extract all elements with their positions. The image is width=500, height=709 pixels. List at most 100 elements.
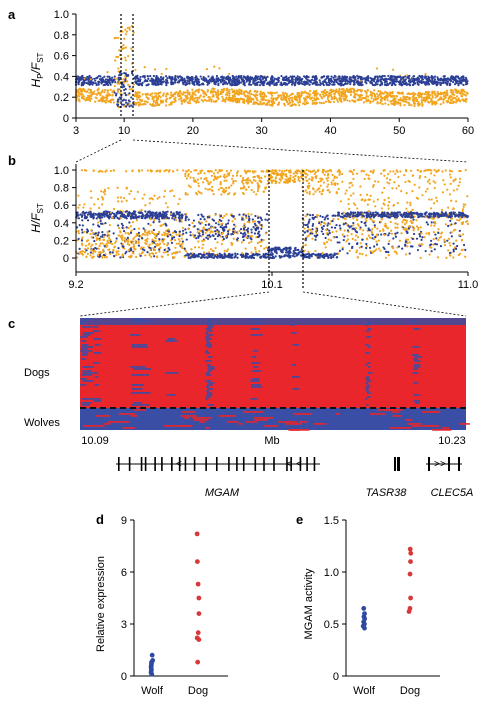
h-point (198, 185, 200, 187)
fst-point (81, 214, 83, 216)
hp-point (284, 92, 286, 94)
h-point (317, 181, 319, 183)
h-point (97, 198, 99, 200)
fst-point (421, 78, 423, 80)
hp-point (217, 94, 219, 96)
h-point (366, 238, 368, 240)
h-point (332, 174, 334, 176)
fst-point (193, 84, 195, 86)
fst-point (255, 82, 257, 84)
hp-point (243, 100, 245, 102)
hp-point (417, 92, 419, 94)
fst-point (297, 75, 299, 77)
hp-point (406, 93, 408, 95)
hp-point (98, 88, 100, 90)
fst-point (78, 78, 80, 80)
fst-point (226, 76, 228, 78)
fst-point (466, 83, 468, 85)
hp-point (265, 99, 267, 101)
hp-point (401, 99, 403, 101)
hp-point (123, 81, 125, 83)
fst-point (377, 212, 379, 214)
hp-point (165, 68, 167, 70)
fst-point (457, 84, 459, 86)
h-point (306, 174, 308, 176)
fst-point (292, 255, 294, 257)
fst-point (344, 81, 346, 83)
hp-point (114, 85, 116, 87)
hp-point (78, 100, 80, 102)
hp-point (454, 88, 456, 90)
h-point (326, 186, 328, 188)
fst-point (327, 234, 329, 236)
hp-point (134, 69, 136, 71)
hp-point (356, 90, 358, 92)
hp-point (87, 95, 89, 97)
fst-point (294, 82, 296, 84)
fst-point (207, 75, 209, 77)
hp-point (160, 96, 162, 98)
hp-point (84, 99, 86, 101)
h-point (166, 243, 168, 245)
fst-point (261, 76, 263, 78)
hp-point (86, 90, 88, 92)
hp-point (228, 89, 230, 91)
h-point (380, 221, 382, 223)
h-point (82, 206, 84, 208)
h-point (434, 182, 436, 184)
hp-point (350, 91, 352, 93)
fst-point (365, 82, 367, 84)
fst-point (322, 228, 324, 230)
hp-point (413, 102, 415, 104)
hp-point (440, 92, 442, 94)
fst-point (157, 77, 159, 79)
fst-point (136, 83, 138, 85)
fst-point (327, 222, 329, 224)
fst-point (315, 76, 317, 78)
h-point (152, 239, 154, 241)
hp-point (209, 96, 211, 98)
fst-point (143, 227, 145, 229)
h-point (406, 245, 408, 247)
hp-point (212, 95, 214, 97)
h-point (83, 203, 85, 205)
fst-point (238, 83, 240, 85)
h-point (171, 235, 173, 237)
hp-point (254, 90, 256, 92)
hp-point (416, 100, 418, 102)
fst-point (98, 75, 100, 77)
fst-point (360, 221, 362, 223)
fst-point (101, 77, 103, 79)
hp-point (185, 96, 187, 98)
h-point (359, 194, 361, 196)
fst-point (139, 79, 141, 81)
fst-point (391, 84, 393, 86)
hp-point (82, 89, 84, 91)
fst-point (353, 76, 355, 78)
fst-point (446, 80, 448, 82)
h-point (351, 171, 353, 173)
hp-point (465, 101, 467, 103)
hp-point (365, 97, 367, 99)
fst-point (303, 75, 305, 77)
hp-point (450, 89, 452, 91)
fst-point (462, 84, 464, 86)
hp-point (392, 103, 394, 105)
fst-point (117, 224, 119, 226)
h-point (388, 207, 390, 209)
hp-point (431, 90, 433, 92)
h-point (228, 187, 230, 189)
h-point (296, 172, 298, 174)
hp-point (229, 92, 231, 94)
fst-point (453, 78, 455, 80)
h-point (341, 173, 343, 175)
fst-point (374, 224, 376, 226)
h-point (323, 181, 325, 183)
fst-point (200, 75, 202, 77)
h-point (158, 196, 160, 198)
h-point (294, 178, 296, 180)
h-point (176, 243, 178, 245)
h-point (90, 190, 92, 192)
fst-point (343, 80, 345, 82)
